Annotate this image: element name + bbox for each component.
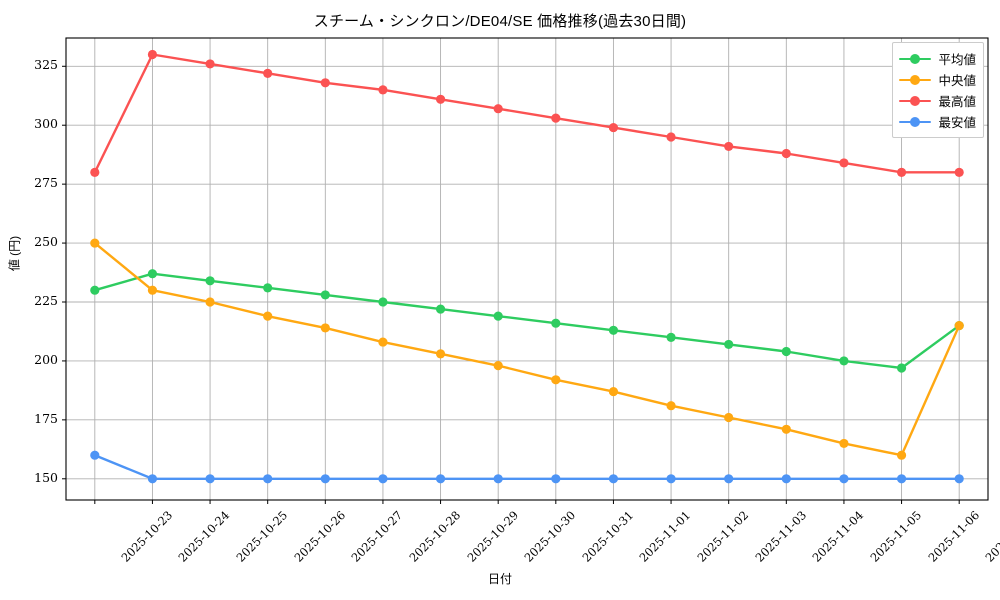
y-tick-label: 275 <box>34 175 58 191</box>
data-point <box>724 412 734 423</box>
data-point <box>551 318 561 328</box>
data-point <box>320 290 330 300</box>
legend-label: 平均値 <box>938 53 976 67</box>
legend-item-最安値[interactable]: 最安値 <box>899 111 976 132</box>
y-tick-label: 150 <box>34 469 58 485</box>
data-point <box>205 297 215 307</box>
data-point <box>493 311 503 321</box>
data-point <box>839 158 849 168</box>
data-point <box>435 94 446 104</box>
data-point <box>147 49 158 60</box>
y-tick-label: 300 <box>34 116 58 132</box>
data-point <box>551 375 561 385</box>
y-tick-label: 175 <box>34 410 58 426</box>
data-point <box>954 320 964 331</box>
data-point <box>90 285 100 295</box>
data-point <box>320 474 330 484</box>
x-axis-label: 日付 <box>487 572 512 586</box>
series-最安値 <box>90 450 964 484</box>
data-point <box>263 311 273 321</box>
data-point <box>724 339 734 350</box>
y-tick-label: 250 <box>34 234 58 250</box>
legend-swatch-icon <box>899 94 932 108</box>
legend-item-平均値[interactable]: 平均値 <box>899 48 976 69</box>
gridlines <box>66 38 988 500</box>
chart-legend: 平均値中央値最高値最安値 <box>892 42 984 138</box>
data-point <box>90 450 100 460</box>
legend-swatch-icon <box>899 115 932 129</box>
legend-label: 中央値 <box>938 74 976 88</box>
data-point <box>954 167 964 177</box>
legend-swatch-icon <box>899 52 932 66</box>
legend-item-中央値[interactable]: 中央値 <box>899 69 976 90</box>
data-point <box>666 474 676 484</box>
legend-swatch-icon <box>899 73 932 87</box>
data-point <box>263 283 273 293</box>
data-point <box>551 474 561 484</box>
data-point <box>493 104 503 114</box>
data-point <box>320 323 330 333</box>
data-point <box>896 167 907 177</box>
data-point <box>263 474 273 484</box>
data-point <box>147 474 158 484</box>
data-point <box>493 474 503 484</box>
data-point <box>666 132 676 142</box>
data-point <box>666 332 676 342</box>
data-point <box>839 474 849 484</box>
legend-label: 最安値 <box>938 116 976 130</box>
data-point <box>608 325 619 335</box>
data-point <box>205 474 215 484</box>
data-point <box>896 450 907 460</box>
axis-ticks <box>62 65 960 504</box>
series-中央値 <box>90 238 964 460</box>
data-point <box>839 438 849 449</box>
data-point <box>320 78 330 88</box>
data-point <box>608 386 619 397</box>
data-point <box>205 59 215 69</box>
legend-label: 最高値 <box>938 95 976 109</box>
data-point <box>724 141 734 152</box>
data-point <box>781 148 791 159</box>
data-point <box>147 269 158 279</box>
series-平均値 <box>90 269 964 373</box>
data-point <box>378 297 388 307</box>
data-point <box>896 363 907 373</box>
data-point <box>435 349 446 359</box>
data-point <box>493 361 503 371</box>
data-point <box>781 424 791 434</box>
data-point <box>839 356 849 366</box>
data-point <box>90 238 100 248</box>
y-tick-label: 200 <box>34 351 58 367</box>
data-point <box>781 346 791 357</box>
legend-item-最高値[interactable]: 最高値 <box>899 90 976 111</box>
data-point <box>608 474 619 484</box>
data-point <box>435 474 446 484</box>
plot-frame <box>65 37 989 501</box>
data-point <box>954 474 964 484</box>
data-point <box>435 304 446 314</box>
data-point <box>147 285 158 295</box>
data-point <box>378 85 388 95</box>
y-tick-label: 225 <box>34 293 58 308</box>
data-point <box>608 122 619 133</box>
data-point <box>666 401 676 411</box>
data-point <box>205 276 215 286</box>
series-最高値 <box>90 49 964 177</box>
data-point <box>896 474 907 484</box>
y-tick-label: 325 <box>34 57 58 73</box>
data-point <box>551 113 561 123</box>
chart-title: スチーム・シンクロン/DE04/SE 価格推移(過去30日間) <box>313 13 687 30</box>
data-point <box>378 337 388 347</box>
data-point <box>378 474 388 484</box>
data-point <box>781 474 791 484</box>
data-point <box>263 68 273 78</box>
data-point <box>90 167 100 177</box>
data-point <box>724 474 734 484</box>
data-series-layer <box>90 49 964 484</box>
